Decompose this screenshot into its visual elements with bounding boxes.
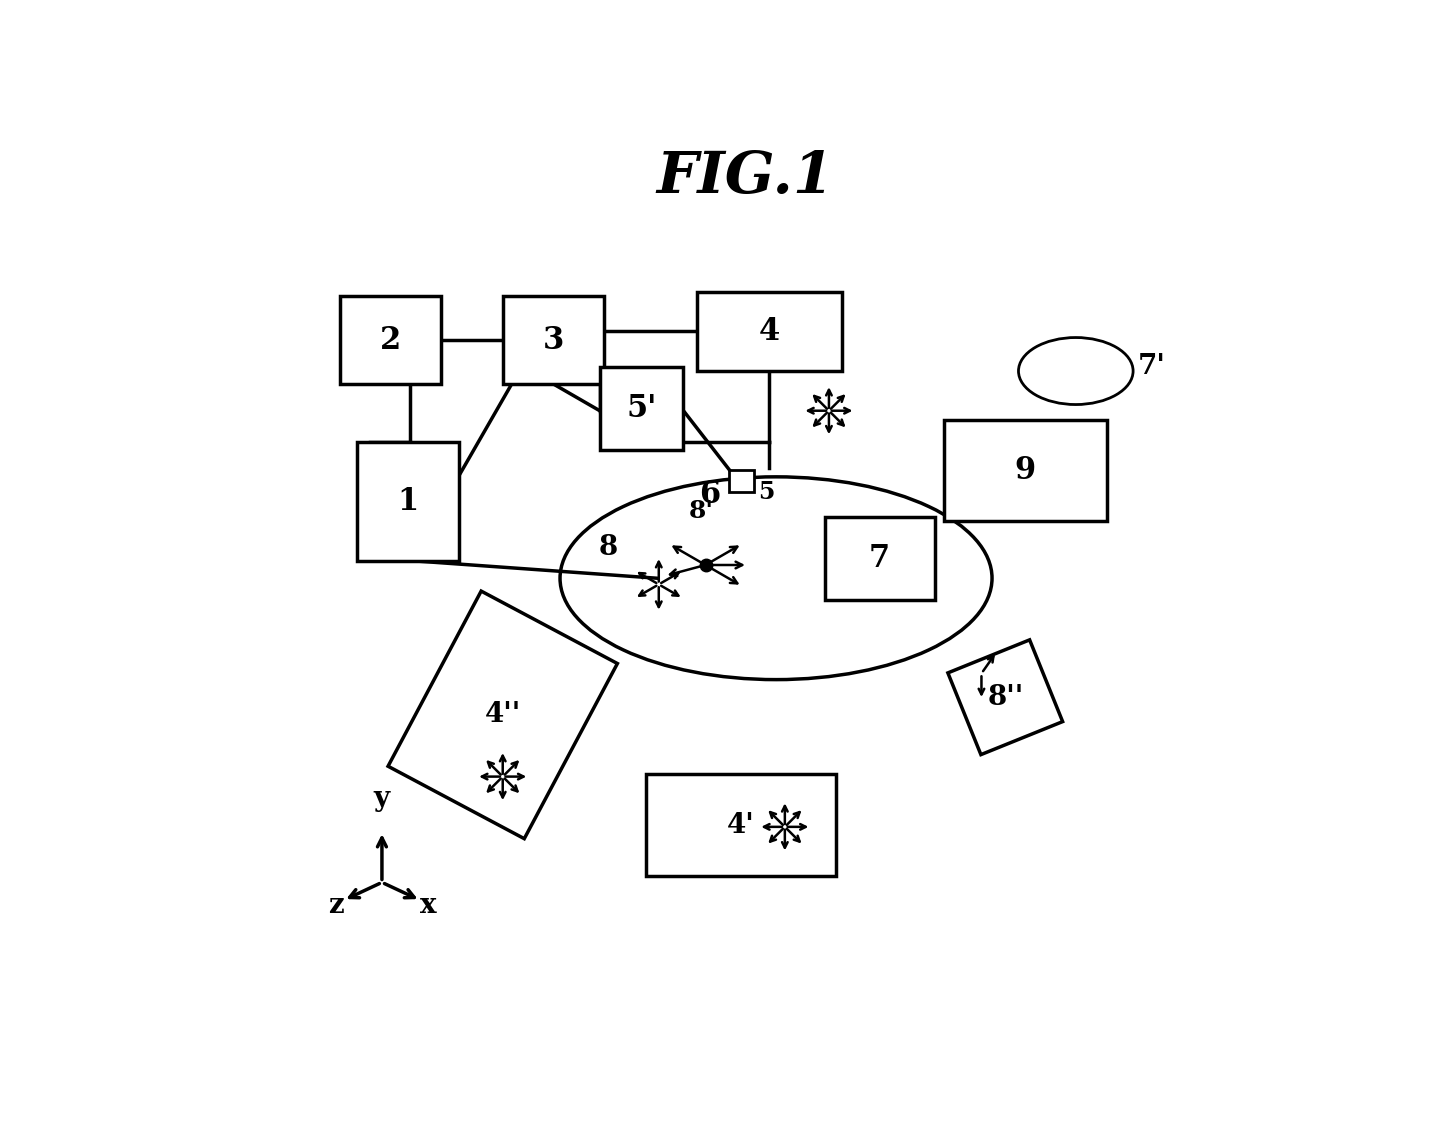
Text: 8': 8' [689, 499, 714, 522]
Text: 4'': 4'' [484, 702, 521, 728]
Text: 5': 5' [627, 393, 657, 424]
FancyBboxPatch shape [696, 292, 842, 371]
Text: 7': 7' [1137, 353, 1166, 380]
Text: 8: 8 [599, 534, 618, 561]
Text: 6: 6 [699, 479, 721, 510]
FancyBboxPatch shape [824, 516, 935, 600]
FancyBboxPatch shape [730, 469, 755, 492]
Text: 7: 7 [869, 543, 890, 574]
FancyBboxPatch shape [944, 419, 1106, 521]
Text: 3: 3 [542, 325, 564, 356]
Text: y: y [374, 784, 390, 812]
Text: x: x [420, 892, 436, 919]
Text: 9: 9 [1015, 455, 1035, 485]
Text: 2: 2 [379, 325, 401, 356]
Text: 4: 4 [759, 316, 779, 347]
Polygon shape [646, 774, 836, 876]
Text: 8'': 8'' [987, 684, 1024, 711]
FancyBboxPatch shape [358, 442, 458, 561]
FancyBboxPatch shape [503, 297, 603, 385]
Ellipse shape [1018, 338, 1133, 404]
Text: FIG.1: FIG.1 [656, 149, 835, 205]
Polygon shape [388, 591, 618, 838]
Polygon shape [948, 640, 1063, 755]
FancyBboxPatch shape [599, 366, 683, 450]
FancyBboxPatch shape [340, 297, 441, 385]
Text: 1: 1 [397, 485, 419, 516]
Text: z: z [329, 892, 343, 919]
Text: 5: 5 [759, 480, 775, 504]
Text: 4': 4' [727, 812, 755, 838]
